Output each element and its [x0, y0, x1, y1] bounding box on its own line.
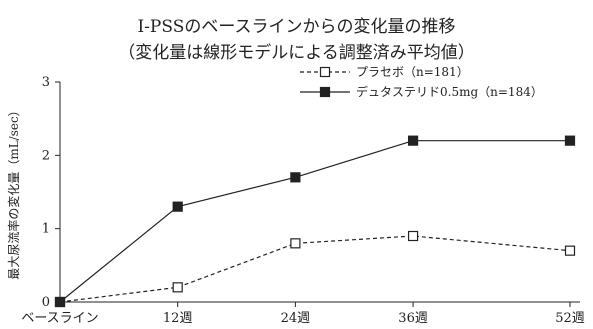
- y-tick-label: 2: [42, 148, 50, 163]
- data-point-placebo: [564, 245, 576, 256]
- x-tick-label: 12週: [163, 311, 193, 326]
- x-tick-label: 36週: [398, 311, 428, 326]
- y-tick-label: 3: [42, 75, 50, 90]
- legend-label: プラセボ（n=181）: [356, 65, 469, 79]
- data-point-dutasteride: [172, 201, 183, 212]
- data-point-dutasteride: [54, 296, 66, 308]
- data-point-placebo: [407, 230, 419, 242]
- chart-title: I-PSSのベースラインからの変化量の推移: [137, 17, 456, 37]
- data-point-placebo: [290, 238, 301, 249]
- data-point-dutasteride: [564, 135, 576, 146]
- x-tick-label: 24週: [281, 311, 311, 326]
- x-tick-label: 52週: [555, 311, 585, 326]
- data-point-placebo: [172, 282, 183, 293]
- series-line-dutasteride: [59, 140, 570, 303]
- y-tick-label: 0: [42, 295, 50, 310]
- chart-subtitle: （変化量は線形モデルによる調整済み平均値）: [118, 43, 475, 63]
- y-axis-label: 最大尿流率の変化量（mL/sec）: [6, 104, 21, 279]
- series-line-placebo: [59, 235, 571, 303]
- data-point-dutasteride: [407, 135, 419, 146]
- y-tick-label: 1: [42, 222, 50, 237]
- x-tick-label: ベースライン: [21, 311, 98, 326]
- legend-marker: [319, 86, 331, 98]
- legend-label: デュタステリド0.5mg（n=184）: [356, 84, 543, 99]
- data-point-dutasteride: [290, 172, 301, 183]
- legend-marker: [319, 66, 331, 78]
